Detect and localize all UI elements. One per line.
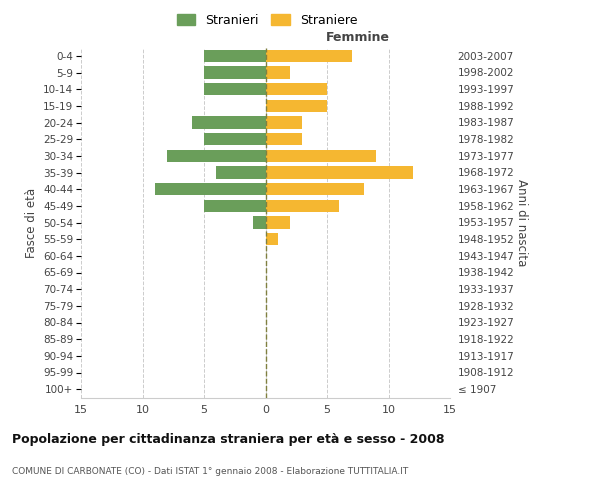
Bar bbox=[204, 66, 265, 78]
Bar bbox=[204, 133, 265, 145]
Bar bbox=[265, 150, 376, 162]
Bar bbox=[265, 50, 352, 62]
Legend: Stranieri, Straniere: Stranieri, Straniere bbox=[172, 8, 362, 32]
Bar bbox=[192, 116, 265, 128]
Text: Popolazione per cittadinanza straniera per età e sesso - 2008: Popolazione per cittadinanza straniera p… bbox=[12, 432, 445, 446]
Bar bbox=[204, 200, 265, 212]
Bar bbox=[265, 183, 364, 196]
Bar bbox=[167, 150, 265, 162]
Bar bbox=[265, 100, 327, 112]
Bar bbox=[265, 200, 340, 212]
Text: COMUNE DI CARBONATE (CO) - Dati ISTAT 1° gennaio 2008 - Elaborazione TUTTITALIA.: COMUNE DI CARBONATE (CO) - Dati ISTAT 1°… bbox=[12, 468, 408, 476]
Text: Femmine: Femmine bbox=[326, 31, 390, 44]
Bar bbox=[265, 166, 413, 179]
Bar bbox=[265, 216, 290, 229]
Bar bbox=[155, 183, 265, 196]
Bar bbox=[265, 83, 327, 96]
Bar bbox=[204, 50, 265, 62]
Bar bbox=[204, 83, 265, 96]
Bar bbox=[265, 116, 302, 128]
Bar bbox=[265, 133, 302, 145]
Y-axis label: Fasce di età: Fasce di età bbox=[25, 188, 38, 258]
Bar bbox=[253, 216, 265, 229]
Bar bbox=[217, 166, 265, 179]
Bar bbox=[265, 66, 290, 78]
Bar bbox=[265, 233, 278, 245]
Y-axis label: Anni di nascita: Anni di nascita bbox=[515, 179, 528, 266]
